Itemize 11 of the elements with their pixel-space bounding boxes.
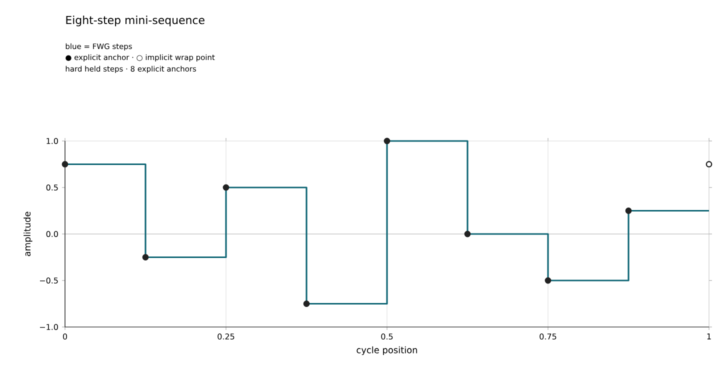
point [303,300,310,307]
point [544,277,552,284]
point [464,230,471,238]
x-axis-title: cycle position [356,346,418,356]
point [625,208,632,214]
y-axis-title: amplitude [24,212,32,256]
chart-title: Eight-step mini-sequence [66,16,204,26]
point [222,184,230,191]
point [384,138,390,144]
point [142,254,149,260]
point [62,161,68,168]
